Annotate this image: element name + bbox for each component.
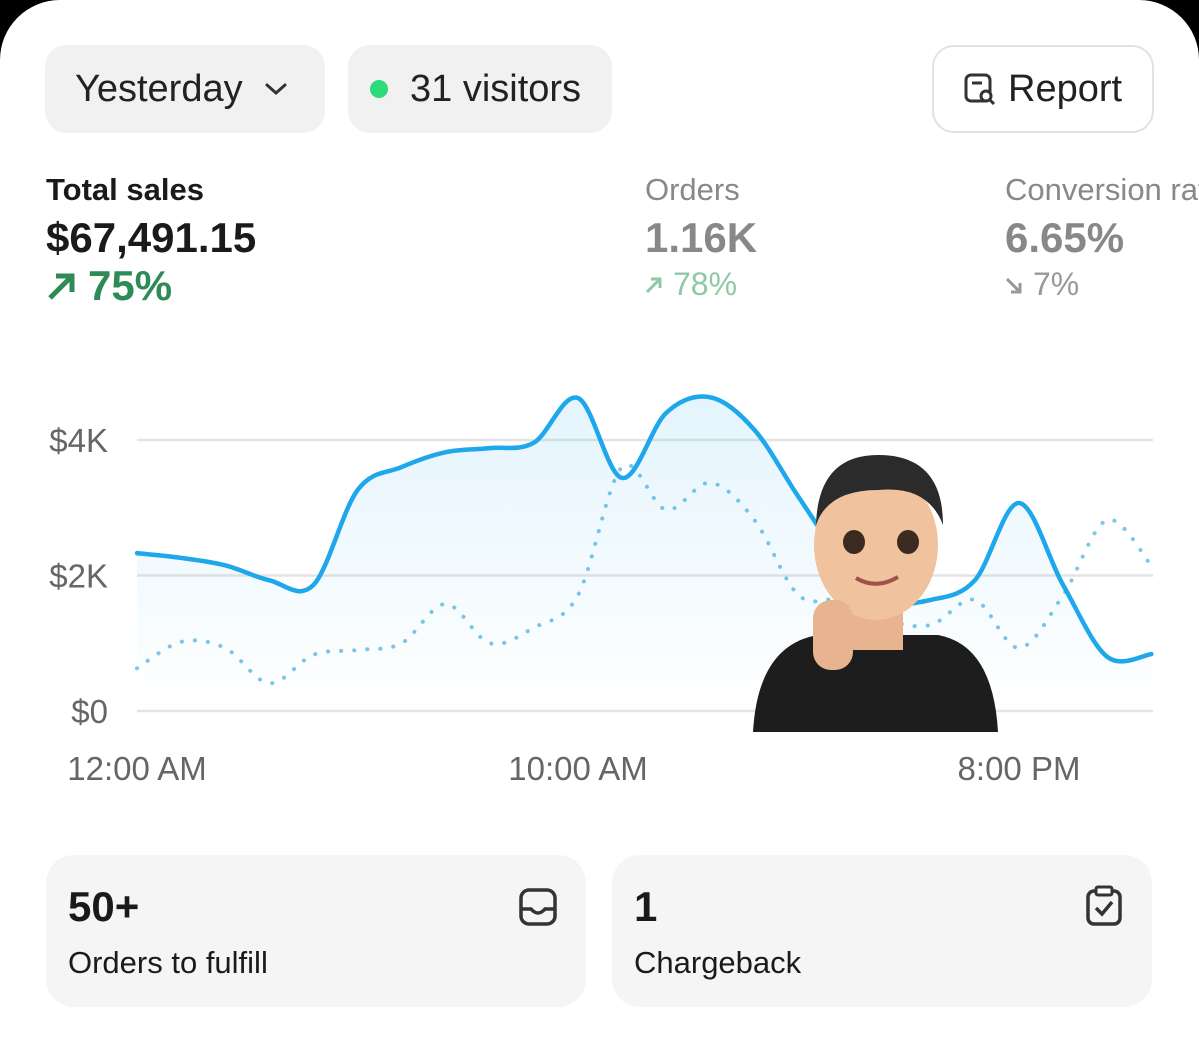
up-arrow [645,277,662,293]
metric-label: Orders [645,172,740,207]
report-label: Report [1008,67,1123,110]
avatar [753,455,998,732]
y-tick-label: $2K [49,558,108,595]
card-label: Orders to fulfill [68,945,268,980]
metric-change: 78% [673,266,738,302]
up-arrow [48,273,75,300]
metric-value: 6.65% [1005,214,1125,261]
metric-value: 1.16K [645,214,758,261]
y-tick-label: $0 [71,693,108,730]
chevron-icon [265,83,287,96]
metric-change: 75% [88,262,173,309]
metric-change: 7% [1033,266,1080,302]
x-tick-label: 10:00 AM [508,750,647,787]
chargeback-card[interactable]: 1 Chargeback [612,855,1152,1007]
x-tick-label: 8:00 PM [958,750,1081,787]
metric-label: Conversion rate [1005,172,1199,207]
line-series [134,394,1154,664]
metric: Total sales $67,491.15 75% [46,172,256,310]
card-value: 50+ [68,883,140,930]
down-arrow [1005,277,1022,293]
card-label: Chargeback [634,945,802,980]
live-dot [370,80,388,98]
period-selector[interactable]: Yesterday [45,45,325,133]
metric: Orders 1.16K 78% [645,172,757,303]
card-value: 1 [634,883,658,930]
period-label: Yesterday [75,67,243,110]
visitors-label: 31 visitors [410,67,582,110]
clipboard-icon [1086,885,1122,926]
x-tick-label: 12:00 AM [67,750,206,787]
metric-value: $67,491.15 [46,214,257,261]
report-icon [964,73,996,106]
visitors-pill[interactable]: 31 visitors [348,45,612,133]
inbox-icon [519,888,557,926]
metric: Conversion rate 6.65% 7% [1005,172,1199,303]
report-button[interactable]: Report [932,45,1154,133]
metric-label: Total sales [46,172,204,207]
fulfill-card[interactable]: 50+ Orders to fulfill [46,855,586,1007]
y-tick-label: $4K [49,422,108,459]
